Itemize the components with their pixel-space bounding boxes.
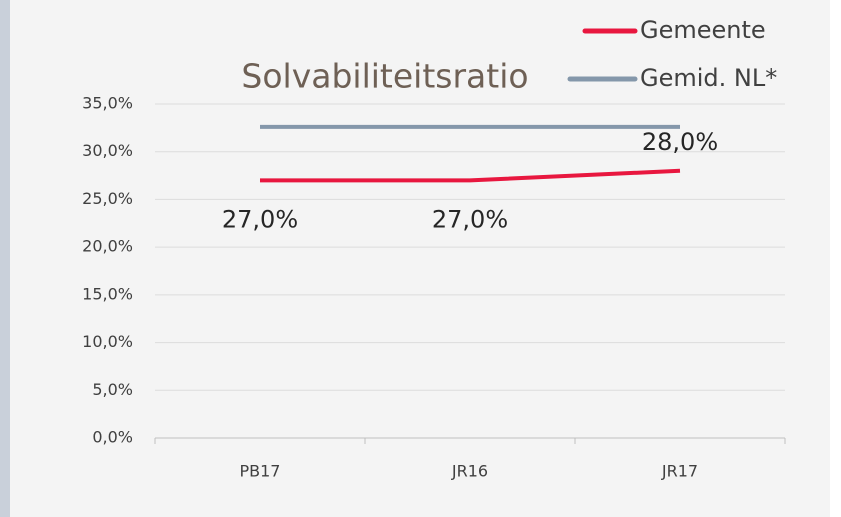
y-tick-label: 0,0% (92, 428, 133, 447)
legend-label: Gemid. NL* (640, 64, 777, 92)
y-tick-label: 35,0% (82, 94, 133, 113)
x-tick-label: JR17 (661, 462, 698, 481)
y-tick-label: 15,0% (82, 284, 133, 303)
x-tick-label: JR16 (451, 462, 488, 481)
data-label: 27,0% (222, 205, 298, 233)
y-tick-label: 20,0% (82, 237, 133, 256)
chart-title: Solvabiliteitsratio (241, 57, 528, 96)
y-tick-label: 25,0% (82, 189, 133, 208)
y-tick-label: 30,0% (82, 141, 133, 160)
x-tick-label: PB17 (240, 462, 281, 481)
series-line (260, 168, 681, 183)
side-bar (0, 0, 10, 517)
y-tick-label: 10,0% (82, 332, 133, 351)
y-tick-label: 5,0% (92, 380, 133, 399)
legend-label: Gemeente (640, 16, 766, 44)
data-label: 27,0% (432, 205, 508, 233)
data-label: 28,0% (642, 128, 718, 156)
